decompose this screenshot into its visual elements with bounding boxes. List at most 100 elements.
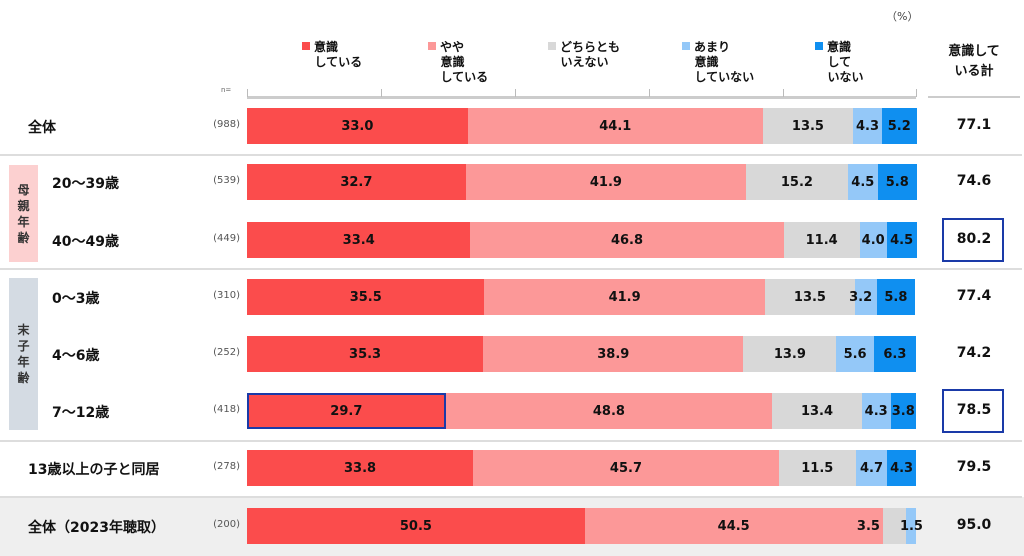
bar-segment: 5.8 — [876, 279, 916, 315]
group-label-1: 末 子 年 齢 — [9, 278, 38, 430]
axis-tick — [515, 89, 516, 97]
bar-segment: 4.5 — [886, 222, 917, 258]
bar-segment: 50.5 — [247, 508, 585, 544]
data-label: 35.3 — [349, 346, 382, 362]
data-label: 4.7 — [859, 460, 884, 476]
row-n: (278) — [213, 461, 240, 472]
row-separator — [0, 440, 1022, 442]
row-total: 74.2 — [956, 345, 992, 361]
bar-segment: 44.5 — [584, 508, 883, 544]
data-label: 5.6 — [843, 346, 867, 362]
row-label: 4～6歳 — [52, 348, 100, 364]
bar-segment: 33.0 — [247, 108, 468, 144]
data-label: 50.5 — [399, 518, 432, 534]
data-label: 33.8 — [344, 460, 377, 476]
row-n: (418) — [213, 404, 240, 415]
data-label: 13.5 — [791, 118, 824, 134]
legend-swatch — [428, 42, 436, 50]
bar-segment: 4.7 — [855, 450, 888, 486]
bar-segment: 33.8 — [247, 450, 474, 486]
legend-item: どちらとも いえない — [548, 40, 620, 70]
row-n: (539) — [213, 175, 240, 186]
row-n: (449) — [213, 233, 240, 244]
data-label: 32.7 — [340, 174, 373, 190]
data-label: 13.5 — [793, 289, 826, 305]
row-total: 77.4 — [956, 288, 992, 304]
data-label: 11.4 — [805, 232, 838, 248]
data-label: 5.8 — [884, 289, 908, 305]
data-label: 5.8 — [885, 174, 909, 190]
bar-segment: 3.8 — [890, 393, 916, 429]
row-label: 7～12歳 — [52, 405, 110, 421]
data-label: 5.2 — [887, 118, 911, 134]
bar-segment: 13.5 — [764, 279, 856, 315]
bar-segment: 13.4 — [772, 393, 862, 429]
legend-swatch — [302, 42, 310, 50]
data-label: 4.3 — [890, 460, 914, 476]
bar-segment: 5.2 — [881, 108, 917, 144]
bar-segment: 5.6 — [836, 336, 874, 372]
axis-tick — [381, 89, 382, 97]
n-label: n= — [221, 86, 232, 94]
bar-segment: 35.3 — [247, 336, 484, 372]
row-total: 95.0 — [956, 517, 992, 533]
bar-segment: 4.5 — [847, 164, 878, 200]
row-n: (988) — [213, 119, 240, 130]
bar-segment: 15.2 — [746, 164, 848, 200]
bar-segment: 41.9 — [484, 279, 765, 315]
row-label: 13歳以上の子と同居 — [28, 462, 160, 478]
data-label: 4.3 — [864, 403, 888, 419]
row-total: 74.6 — [956, 173, 992, 189]
bar-segment: 6.3 — [873, 336, 916, 372]
bar-segment: 46.8 — [470, 222, 784, 258]
data-label: 46.8 — [610, 232, 644, 248]
data-label: 45.7 — [609, 460, 642, 476]
bar-segment: 13.5 — [762, 108, 854, 144]
bar-segment: 4.3 — [887, 450, 916, 486]
data-label: 29.7 — [330, 403, 363, 419]
bar-segment: 32.7 — [247, 164, 466, 200]
data-label: 33.4 — [342, 232, 375, 248]
axis-tick — [247, 89, 248, 97]
legend-swatch — [815, 42, 823, 50]
bar-segment: 4.3 — [861, 393, 891, 429]
legend-swatch — [548, 42, 556, 50]
data-label: 35.5 — [349, 289, 382, 305]
bar-segment: 45.7 — [473, 450, 779, 486]
bar-segment: 11.5 — [778, 450, 856, 486]
bar-segment: 5.8 — [877, 164, 917, 200]
bar-segment: 3.2 — [849, 279, 877, 315]
legend-item: あまり 意識 していない — [682, 40, 754, 85]
data-label: 4.5 — [851, 174, 875, 190]
data-label: 41.9 — [608, 289, 641, 305]
row-label: 40～49歳 — [52, 234, 119, 250]
data-label: 44.5 — [717, 518, 750, 534]
data-label: 4.3 — [855, 118, 879, 134]
data-label: 38.9 — [597, 346, 630, 362]
legend-label: あまり 意識 していない — [694, 40, 755, 84]
legend-item: 意識 して いない — [815, 40, 864, 85]
legend-label: 意識 している — [314, 40, 363, 69]
data-label: 48.8 — [592, 403, 625, 419]
group-label-0: 母 親 年 齢 — [9, 165, 38, 262]
axis-line — [247, 96, 916, 99]
total-header-line — [928, 96, 1020, 98]
data-label: 6.3 — [883, 346, 907, 362]
data-label: 33.0 — [341, 118, 374, 134]
row-label: 全体 — [28, 120, 56, 136]
data-label: 4.5 — [890, 232, 914, 248]
row-separator — [0, 154, 1022, 156]
bar-segment: 35.5 — [247, 279, 485, 315]
row-n: (310) — [213, 290, 240, 301]
bar-segment: 4.3 — [853, 108, 882, 144]
row-n: (200) — [213, 519, 240, 530]
total-header: 意識して いる計 — [948, 44, 1000, 79]
data-label: 4.0 — [861, 232, 885, 248]
legend-label: どちらとも いえない — [560, 40, 621, 69]
legend-item: 意識 している — [302, 40, 362, 70]
bar-segment: 13.9 — [743, 336, 837, 372]
legend-label: 意識 して いない — [827, 40, 864, 84]
row-total: 79.5 — [956, 459, 992, 475]
row-label: 全体（2023年聴取） — [28, 520, 165, 536]
data-label: 3.5 — [856, 518, 880, 534]
